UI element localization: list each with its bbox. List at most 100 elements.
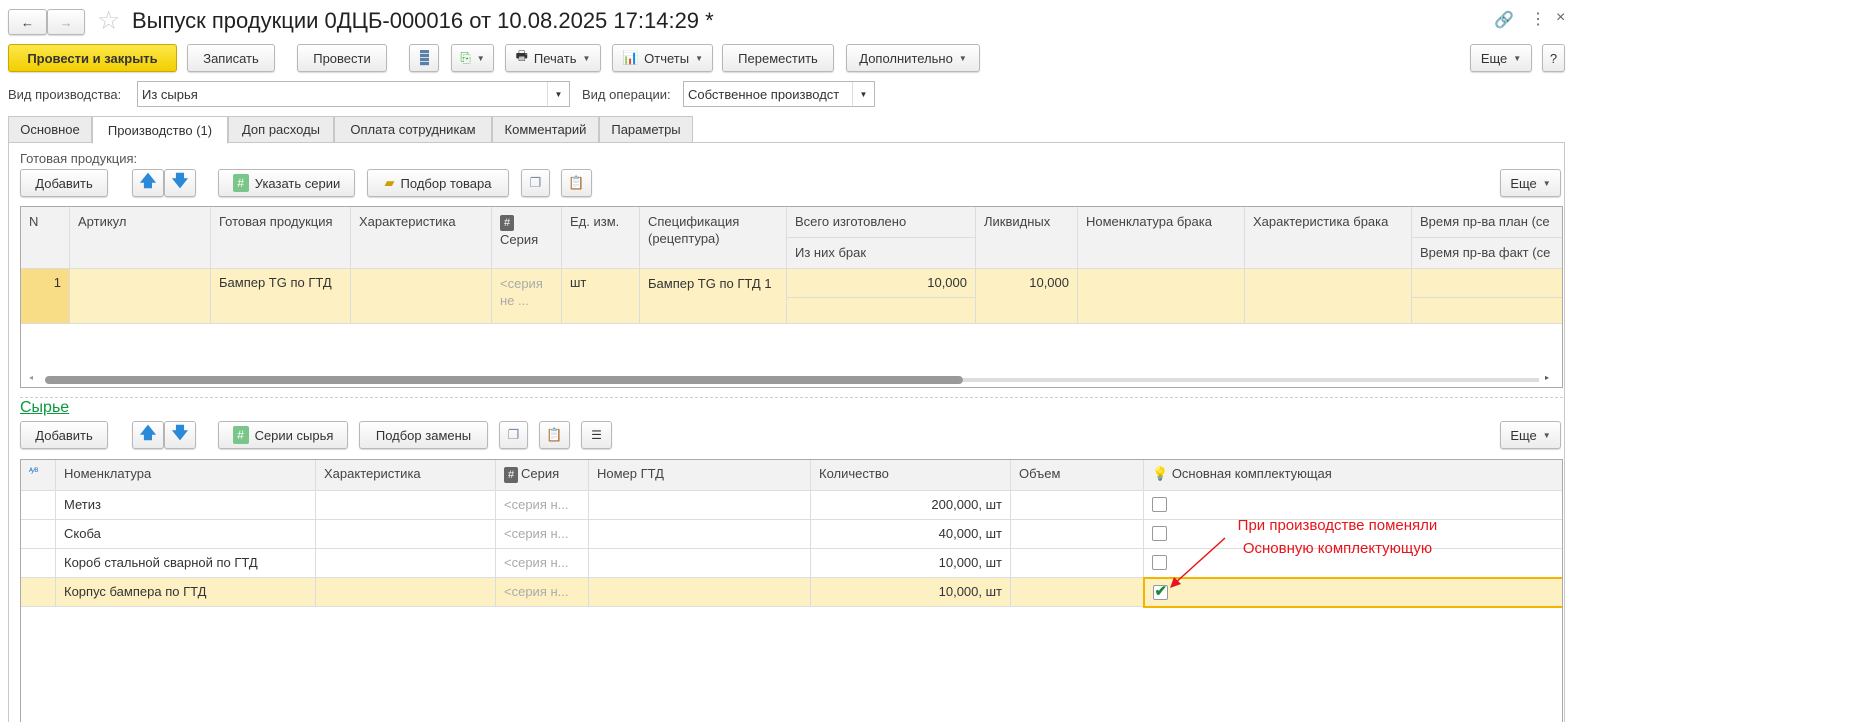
table-row[interactable]: Короб стальной сварной по ГТД <серия н...…: [21, 548, 1562, 578]
sort-icon[interactable]: ᴬ⁄ᴮ: [21, 460, 56, 491]
post-button[interactable]: Провести: [297, 44, 387, 72]
operation-type-label: Вид операции:: [582, 87, 671, 102]
tab-extra-costs[interactable]: Доп расходы: [228, 116, 334, 143]
production-type-field[interactable]: Из сырья ▼: [137, 81, 570, 107]
list-settings-button[interactable]: ☰: [581, 421, 612, 449]
link-icon[interactable]: 🔗: [1494, 12, 1514, 29]
main-component-checkbox[interactable]: ✔: [1152, 582, 1168, 600]
cell-volume: [1010, 490, 1144, 520]
arrow-line: [1173, 537, 1226, 585]
close-icon[interactable]: ×: [1556, 9, 1566, 26]
add-product-button[interactable]: Добавить: [20, 169, 108, 197]
col-volume[interactable]: Объем: [1010, 460, 1144, 491]
col-main-component[interactable]: 💡 Основная комплектующая: [1143, 460, 1562, 491]
pick-goods-button[interactable]: ▰ Подбор товара: [367, 169, 509, 197]
pick-goods-label: Подбор товара: [400, 175, 492, 191]
print-button[interactable]: 🖶 Печать ▼: [505, 44, 601, 72]
hash-icon: #: [504, 467, 518, 483]
tab-main[interactable]: Основное: [8, 116, 92, 143]
col-defect-nom[interactable]: Номенклатура брака: [1077, 207, 1245, 269]
col-quantity[interactable]: Количество: [810, 460, 1011, 491]
print-label: Печать: [533, 50, 577, 66]
cell-main: [1143, 548, 1562, 578]
move-down-button[interactable]: 🡇: [164, 421, 196, 449]
star-icon[interactable]: ☆: [97, 5, 121, 35]
tab-parameters[interactable]: Параметры: [599, 116, 693, 143]
table-row[interactable]: Скоба <серия н... 40,000, шт: [21, 519, 1562, 549]
dropdown-icon[interactable]: ▼: [852, 82, 874, 106]
checkmark-icon: ✔: [1154, 582, 1168, 600]
col-total[interactable]: Всего изготовлено: [786, 207, 976, 238]
finished-more-button[interactable]: Еще ▼: [1500, 169, 1561, 197]
raw-materials-link[interactable]: Сырье: [20, 399, 70, 416]
table-row[interactable]: 1 Бампер TG по ГТД <серия не ... шт Бамп…: [21, 268, 1562, 324]
more-actions-button[interactable]: Дополнительно ▼: [846, 44, 980, 72]
cell-volume: [1010, 577, 1144, 607]
hash-icon: #: [232, 426, 249, 444]
col-defect-char[interactable]: Характеристика брака: [1244, 207, 1412, 269]
col-series-label: Серия: [521, 466, 560, 481]
col-series[interactable]: #Серия: [495, 460, 589, 491]
col-main-label: Основная комплектующая: [1171, 466, 1332, 481]
move-down-button[interactable]: 🡇: [164, 169, 196, 197]
table-row[interactable]: Корпус бампера по ГТД <серия н... 10,000, …: [21, 576, 1562, 608]
scroll-left-icon[interactable]: ◂: [29, 373, 34, 382]
cell-product: Бампер TG по ГТД: [210, 268, 351, 324]
raw-more-button[interactable]: Еще ▼: [1500, 421, 1561, 449]
tab-comment[interactable]: Комментарий: [492, 116, 599, 143]
create-based-on-button[interactable]: ⎘ ▼: [451, 44, 494, 72]
move-up-button[interactable]: 🡅: [132, 421, 164, 449]
raw-materials-table: ᴬ⁄ᴮ Номенклатура Характеристика # Серия Н…: [20, 459, 1563, 722]
main-component-checkbox[interactable]: [1152, 497, 1167, 513]
col-spec[interactable]: Спецификация (рецептура): [639, 207, 787, 269]
col-time-plan[interactable]: Время пр-ва план (се: [1411, 207, 1562, 238]
col-gtd[interactable]: Номер ГТД: [588, 460, 811, 491]
tab-employee-pay[interactable]: Оплата сотрудникам: [334, 116, 492, 143]
dropdown-icon[interactable]: ▼: [547, 82, 569, 106]
more-label: Еще: [1480, 50, 1508, 66]
post-and-close-button[interactable]: Провести и закрыть: [8, 44, 177, 72]
pick-replacement-button[interactable]: Подбор замены: [359, 421, 488, 449]
move-up-button[interactable]: 🡅: [132, 169, 164, 197]
main-component-checkbox[interactable]: [1152, 526, 1167, 542]
col-characteristic[interactable]: Характеристика: [350, 207, 492, 269]
help-button[interactable]: ?: [1542, 44, 1565, 72]
col-liquid[interactable]: Ликвидных: [975, 207, 1078, 269]
more-vertical-icon[interactable]: ⋮: [1530, 11, 1546, 28]
table-row[interactable]: Метиз <серия н... 200,000, шт: [21, 490, 1562, 520]
paste-button[interactable]: 📋: [561, 169, 592, 197]
add-raw-button[interactable]: Добавить: [20, 421, 108, 449]
move-button[interactable]: Переместить: [722, 44, 834, 72]
save-button[interactable]: Записать: [187, 44, 275, 72]
arrow-up-icon: 🡅: [139, 172, 157, 190]
copy-button[interactable]: ❐: [521, 169, 550, 197]
paste-button[interactable]: 📋: [539, 421, 570, 449]
forward-button[interactable]: →: [47, 9, 85, 35]
journal-button[interactable]: [409, 44, 439, 72]
col-product[interactable]: Готовая продукция: [210, 207, 351, 269]
cell-nomenclature: Короб стальной сварной по ГТД: [55, 548, 316, 578]
more-button[interactable]: Еще ▼: [1470, 44, 1532, 72]
col-unit[interactable]: Ед. изм.: [561, 207, 640, 269]
col-n[interactable]: N: [21, 207, 70, 269]
reports-button[interactable]: 📊 Отчеты ▼: [612, 44, 713, 72]
operation-type-field[interactable]: Собственное производст ▼: [683, 81, 875, 107]
horizontal-scrollbar[interactable]: [45, 376, 963, 384]
reports-label: Отчеты: [644, 50, 690, 66]
tab-production[interactable]: Производство (1): [92, 116, 228, 144]
col-characteristic[interactable]: Характеристика: [315, 460, 496, 491]
col-nomenclature[interactable]: Номенклатура: [55, 460, 316, 491]
cell-characteristic: [315, 548, 496, 578]
raw-series-button[interactable]: # Серии сырья: [218, 421, 348, 449]
specify-series-button[interactable]: # Указать серии: [218, 169, 355, 197]
main-component-checkbox[interactable]: [1152, 555, 1167, 571]
col-series[interactable]: #Серия: [491, 207, 562, 269]
cell-icon: [21, 548, 56, 578]
col-time-fact[interactable]: Время пр-ва факт (се: [1411, 237, 1562, 269]
scroll-right-icon[interactable]: ▸: [1545, 373, 1550, 382]
copy-button[interactable]: ❐: [499, 421, 528, 449]
back-button[interactable]: ←: [8, 9, 47, 35]
col-article[interactable]: Артикул: [69, 207, 211, 269]
col-defect-of[interactable]: Из них брак: [786, 237, 976, 269]
cell-liquid: 10,000: [975, 268, 1078, 324]
